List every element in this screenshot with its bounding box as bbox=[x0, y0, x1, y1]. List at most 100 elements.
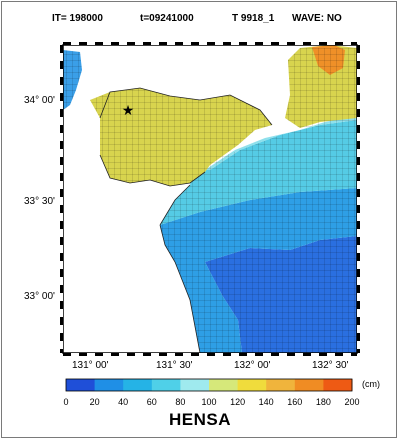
frame-tick-segment bbox=[95, 42, 103, 45]
frame-tick-segment bbox=[60, 149, 63, 157]
frame-tick-segment bbox=[239, 42, 247, 45]
frame-tick-segment bbox=[103, 42, 111, 45]
frame-tick-segment bbox=[351, 42, 357, 45]
frame-tick-segment bbox=[60, 309, 63, 317]
frame-tick-segment bbox=[60, 189, 63, 197]
frame-tick-segment bbox=[60, 93, 63, 101]
frame-tick-segment bbox=[351, 353, 357, 356]
frame-tick-segment bbox=[79, 42, 87, 45]
colorbar-border bbox=[65, 378, 353, 392]
frame-tick-segment bbox=[60, 253, 63, 261]
frame-tick-segment bbox=[111, 353, 119, 356]
frame-tick-segment bbox=[60, 269, 63, 277]
colorbar-segment bbox=[323, 379, 353, 391]
frame-tick-segment bbox=[199, 353, 207, 356]
frame-tick-segment bbox=[311, 42, 319, 45]
frame-tick-segment bbox=[357, 221, 360, 229]
frame-tick-segment bbox=[151, 353, 159, 356]
frame-tick-segment bbox=[119, 353, 127, 356]
colorbar-title: HENSA bbox=[168, 410, 231, 429]
frame-tick-segment bbox=[357, 85, 360, 93]
frame-tick-segment bbox=[357, 229, 360, 237]
frame-tick-segment bbox=[143, 353, 151, 356]
frame-tick-segment bbox=[60, 85, 63, 93]
frame-tick-segment bbox=[327, 42, 335, 45]
star-marker-icon: ★ bbox=[122, 102, 135, 118]
frame-tick-segment bbox=[255, 353, 263, 356]
colorbar-segment bbox=[294, 379, 324, 391]
frame-tick-segment bbox=[191, 353, 199, 356]
frame-tick-segment bbox=[357, 317, 360, 325]
frame-tick-segment bbox=[87, 42, 95, 45]
colorbar-tick-label: 20 bbox=[89, 397, 100, 407]
frame-tick-segment bbox=[357, 149, 360, 157]
frame-tick-segment bbox=[357, 341, 360, 349]
frame-tick-segment bbox=[357, 293, 360, 301]
frame-tick-segment bbox=[60, 293, 63, 301]
frame-tick-segment bbox=[357, 93, 360, 101]
sea-grid-lines bbox=[63, 48, 357, 353]
colorbar-segment bbox=[237, 379, 267, 391]
frame-tick-segment bbox=[71, 42, 79, 45]
frame-tick-segment bbox=[60, 245, 63, 253]
frame-tick-segment bbox=[60, 301, 63, 309]
frame-tick-segment bbox=[357, 349, 360, 353]
frame-tick-segment bbox=[357, 333, 360, 341]
colorbar-tick-label: 40 bbox=[118, 397, 129, 407]
frame-tick-segment bbox=[119, 42, 127, 45]
frame-tick-segment bbox=[335, 42, 343, 45]
frame-tick-segment bbox=[127, 42, 135, 45]
iteration-label: IT= 198000 bbox=[52, 13, 103, 24]
frame-tick-segment bbox=[63, 353, 71, 356]
frame-tick-segment bbox=[357, 101, 360, 109]
frame-tick-segment bbox=[295, 42, 303, 45]
frame-tick-segment bbox=[357, 109, 360, 117]
frame-tick-segment bbox=[287, 42, 295, 45]
frame-tick-segment bbox=[60, 157, 63, 165]
colorbar-unit: (cm) bbox=[362, 379, 380, 389]
frame-tick-segment bbox=[295, 353, 303, 356]
frame-tick-segment bbox=[357, 245, 360, 253]
wave-label: WAVE: NO bbox=[292, 13, 342, 24]
frame-tick-segment bbox=[175, 42, 183, 45]
frame-tick-segment bbox=[319, 353, 327, 356]
frame-tick-segment bbox=[311, 353, 319, 356]
frame-tick-segment bbox=[60, 197, 63, 205]
frame-tick-segment bbox=[159, 353, 167, 356]
frame-tick-segment bbox=[60, 221, 63, 229]
frame-tick-segment bbox=[319, 42, 327, 45]
frame-tick-segment bbox=[247, 353, 255, 356]
frame-tick-segment bbox=[60, 133, 63, 141]
frame-tick-segment bbox=[159, 42, 167, 45]
frame-tick-segment bbox=[357, 45, 360, 53]
frame-tick-segment bbox=[60, 141, 63, 149]
frame-tick-segment bbox=[60, 117, 63, 125]
frame-tick-segment bbox=[60, 349, 63, 353]
frame-tick-segment bbox=[60, 125, 63, 133]
frame-tick-segment bbox=[357, 269, 360, 277]
frame-tick-segment bbox=[357, 237, 360, 245]
frame-tick-segment bbox=[60, 61, 63, 69]
colorbar-tick-label: 160 bbox=[287, 397, 303, 407]
frame-tick-segment bbox=[279, 353, 287, 356]
frame-tick-segment bbox=[135, 353, 143, 356]
frame-tick-segment bbox=[357, 141, 360, 149]
frame-tick-segment bbox=[79, 353, 87, 356]
frame-tick-segment bbox=[60, 213, 63, 221]
frame-tick-segment bbox=[60, 101, 63, 109]
frame-tick-segment bbox=[357, 189, 360, 197]
frame-tick-segment bbox=[357, 301, 360, 309]
frame-tick-segment bbox=[357, 277, 360, 285]
colorbar-segment bbox=[94, 379, 124, 391]
frame-tick-segment bbox=[60, 181, 63, 189]
frame-tick-segment bbox=[223, 42, 231, 45]
frame-tick-segment bbox=[357, 61, 360, 69]
frame-tick-segment bbox=[357, 77, 360, 85]
frame-tick-segment bbox=[191, 42, 199, 45]
colorbar-segment bbox=[180, 379, 210, 391]
lat-label-34-00: 34° 00' bbox=[24, 95, 55, 106]
frame-tick-segment bbox=[215, 42, 223, 45]
frame-tick-segment bbox=[357, 213, 360, 221]
